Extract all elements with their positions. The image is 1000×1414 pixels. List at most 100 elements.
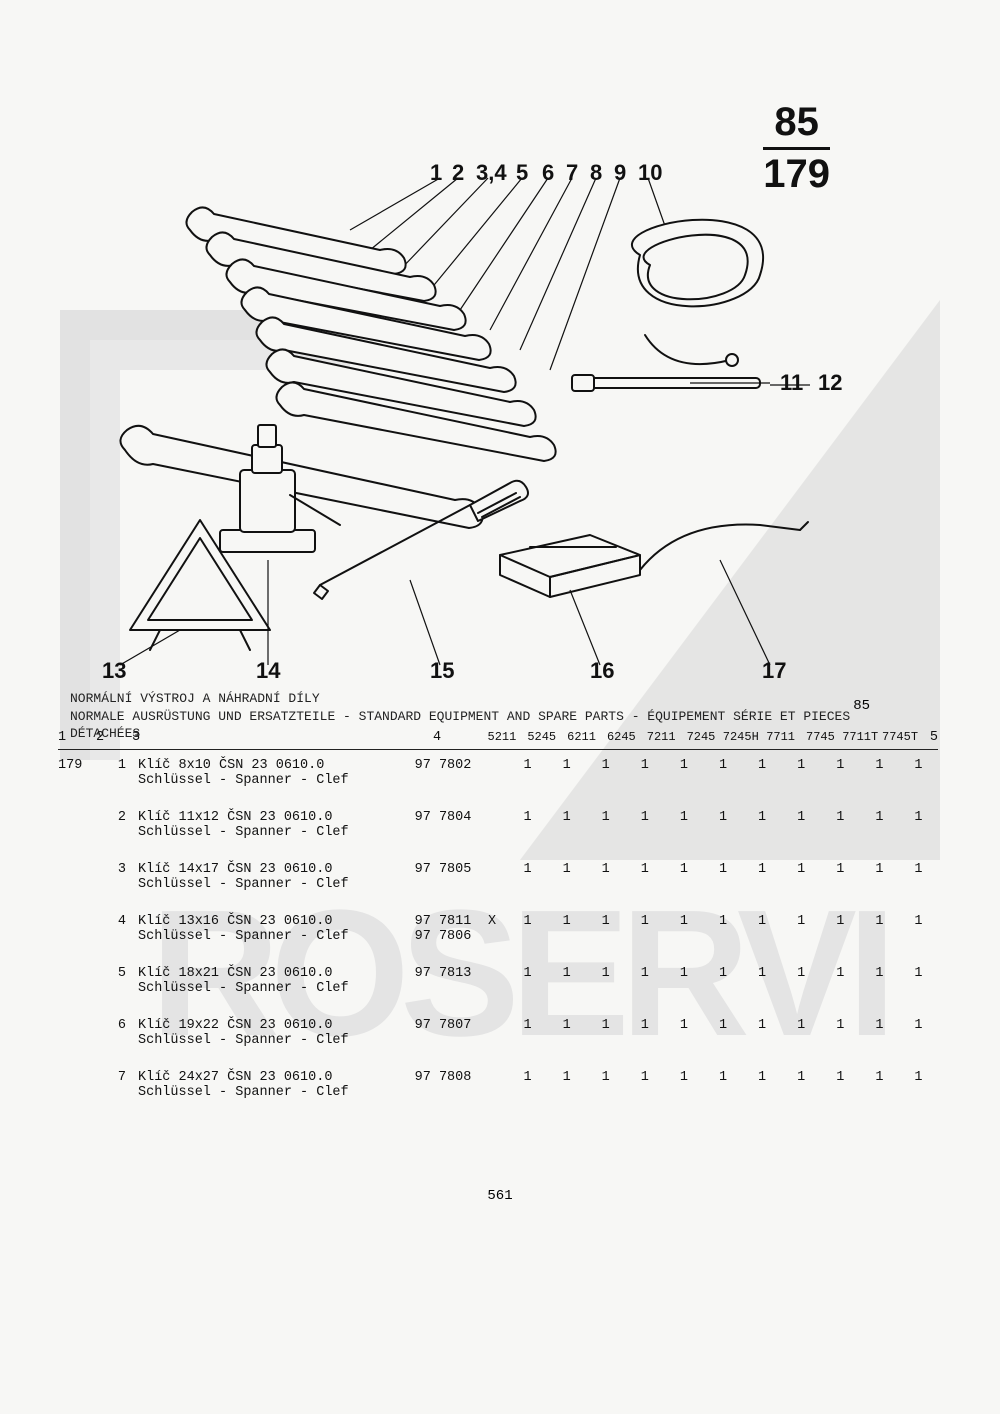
qty: 1 <box>586 1070 625 1085</box>
qty: 1 <box>703 966 742 981</box>
table-row: 2Klíč 11x12 ČSN 23 0610.0Schlüssel - Spa… <box>58 810 938 840</box>
model-col: 7745 <box>801 730 841 745</box>
qty: 1 <box>664 1018 703 1033</box>
qty-cells: 11111111111 <box>508 1070 938 1085</box>
qty: 1 <box>547 862 586 877</box>
part-name: Klíč 18x21 ČSN 23 0610.0 <box>138 966 332 981</box>
qty: 1 <box>703 862 742 877</box>
qty: 1 <box>625 966 664 981</box>
qty: 1 <box>899 758 938 773</box>
qty: 1 <box>547 758 586 773</box>
model-col: 7711T <box>840 730 880 745</box>
cell-index: 3 <box>96 862 132 877</box>
parts-catalog-page: ROSERVI 85 179 <box>0 0 1000 1414</box>
qty: 1 <box>547 1018 586 1033</box>
col-3: 3 <box>126 730 392 745</box>
qty-cells: 11111111111 <box>508 862 938 877</box>
callout-2: 2 <box>452 160 464 186</box>
qty: 1 <box>743 758 782 773</box>
part-name-trans: Schlüssel - Spanner - Clef <box>138 929 398 944</box>
qty: 1 <box>899 1070 938 1085</box>
part-number: 97 7808 <box>398 1070 488 1085</box>
part-name-trans: Schlüssel - Spanner - Clef <box>138 877 398 892</box>
diagram-svg <box>70 160 890 680</box>
title-cz: NORMÁLNÍ VÝSTROJ A NÁHRADNÍ DÍLY <box>70 690 900 708</box>
part-name: Klíč 24x27 ČSN 23 0610.0 <box>138 1070 332 1085</box>
cell-partno: 97 7802 <box>398 758 488 773</box>
qty: 1 <box>703 1070 742 1085</box>
callout-16: 16 <box>590 658 614 684</box>
cell-partno: 97 7808 <box>398 1070 488 1085</box>
model-col: 5245 <box>522 730 562 745</box>
qty: 1 <box>821 966 860 981</box>
qty: 1 <box>664 758 703 773</box>
callout-17: 17 <box>762 658 786 684</box>
qty: 1 <box>782 810 821 825</box>
cell-index: 1 <box>96 758 132 773</box>
cell-desc: Klíč 24x27 ČSN 23 0610.0Schlüssel - Span… <box>132 1070 398 1100</box>
section-number: 85 <box>763 100 830 150</box>
qty-cells: 11111111111 <box>508 758 938 773</box>
part-number: 97 7806 <box>398 929 488 944</box>
qty: 1 <box>899 966 938 981</box>
cell-index: 4 <box>96 914 132 929</box>
qty-cells: 11111111111 <box>508 1018 938 1033</box>
exploded-diagram: 1 2 3,4 5 6 7 8 9 10 11 12 13 14 15 16 1… <box>70 160 890 680</box>
qty: 1 <box>821 1018 860 1033</box>
qty: 1 <box>782 914 821 929</box>
cell-desc: Klíč 18x21 ČSN 23 0610.0Schlüssel - Span… <box>132 966 398 996</box>
qty: 1 <box>508 1070 547 1085</box>
qty: 1 <box>586 810 625 825</box>
qty: 1 <box>860 758 899 773</box>
qty: 1 <box>860 862 899 877</box>
qty: 1 <box>743 862 782 877</box>
table-row: 4Klíč 13x16 ČSN 23 0610.0Schlüssel - Spa… <box>58 914 938 944</box>
cell-desc: Klíč 14x17 ČSN 23 0610.0Schlüssel - Span… <box>132 862 398 892</box>
col-4: 4 <box>392 730 482 745</box>
qty: 1 <box>664 914 703 929</box>
qty: 1 <box>547 810 586 825</box>
qty: 1 <box>821 914 860 929</box>
qty: 1 <box>508 1018 547 1033</box>
cell-group: 179 <box>58 758 96 773</box>
qty: 1 <box>625 862 664 877</box>
qty: 1 <box>743 1018 782 1033</box>
qty: 1 <box>625 1018 664 1033</box>
qty: 1 <box>821 758 860 773</box>
cell-partno: 97 7805 <box>398 862 488 877</box>
qty: 1 <box>586 966 625 981</box>
qty: 1 <box>899 914 938 929</box>
qty: 1 <box>625 1070 664 1085</box>
callout-15: 15 <box>430 658 454 684</box>
qty: 1 <box>860 1018 899 1033</box>
cell-index: 2 <box>96 810 132 825</box>
part-name: Klíč 19x22 ČSN 23 0610.0 <box>138 1018 332 1033</box>
cell-desc: Klíč 13x16 ČSN 23 0610.0Schlüssel - Span… <box>132 914 398 944</box>
part-name: Klíč 11x12 ČSN 23 0610.0 <box>138 810 332 825</box>
col-5: 5 <box>920 730 938 745</box>
cell-partno: 97 781197 7806 <box>398 914 488 944</box>
part-number: 97 7804 <box>398 810 488 825</box>
part-number: 97 7811 <box>398 914 488 929</box>
cell-partno: 97 7804 <box>398 810 488 825</box>
model-col: 6245 <box>601 730 641 745</box>
qty: 1 <box>625 810 664 825</box>
model-col: 5211 <box>482 730 522 745</box>
callout-10: 10 <box>638 160 662 186</box>
qty: 1 <box>508 758 547 773</box>
callout-6: 6 <box>542 160 554 186</box>
callout-14: 14 <box>256 658 280 684</box>
cell-index: 7 <box>96 1070 132 1085</box>
part-number: 97 7807 <box>398 1018 488 1033</box>
model-columns: 5211524562116245721172457245H77117745771… <box>482 730 920 745</box>
qty: 1 <box>743 914 782 929</box>
qty: 1 <box>860 1070 899 1085</box>
qty: 1 <box>743 966 782 981</box>
qty: 1 <box>508 810 547 825</box>
cell-index: 6 <box>96 1018 132 1033</box>
model-col: 6211 <box>562 730 602 745</box>
model-col: 7745T <box>880 730 920 745</box>
model-col: 7211 <box>641 730 681 745</box>
qty: 1 <box>860 810 899 825</box>
qty: 1 <box>743 1070 782 1085</box>
